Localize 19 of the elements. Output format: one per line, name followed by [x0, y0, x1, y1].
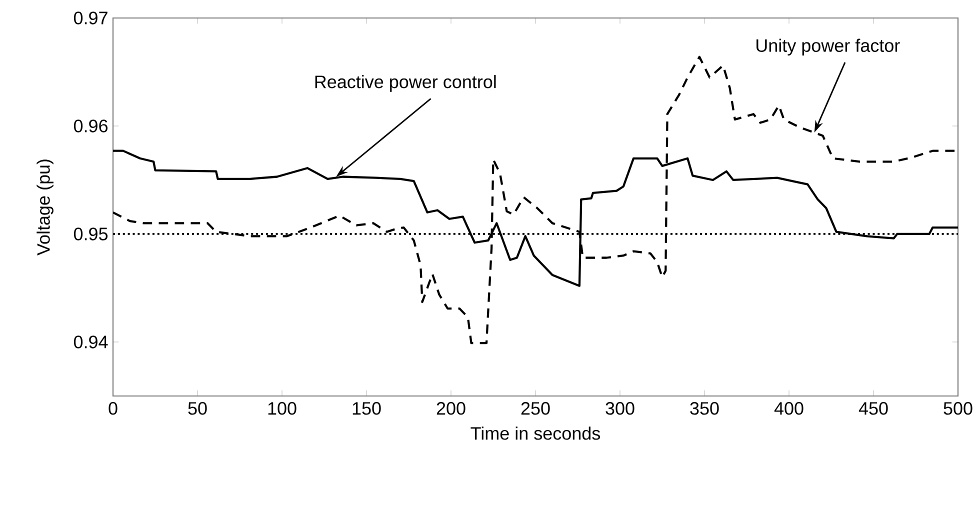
y-tick-label: 0.95 — [74, 228, 108, 240]
y-tick-label: 0.94 — [74, 336, 108, 348]
y-axis-title: Voltage (pu) — [36, 160, 54, 256]
annotation: Reactive power control — [315, 75, 496, 92]
x-tick-label: 450 — [858, 402, 888, 415]
x-tick-label: 200 — [436, 402, 466, 415]
x-tick-label: 500 — [944, 402, 972, 415]
x-tick-label: 250 — [521, 402, 550, 415]
x-tick-label: 400 — [774, 402, 804, 415]
x-tick-label: 300 — [606, 402, 634, 415]
x-tick-label: 50 — [188, 402, 207, 415]
x-tick-label: 0 — [108, 402, 118, 415]
y-tick-label: 0.96 — [74, 120, 108, 132]
x-axis-title: Time in seconds — [470, 426, 600, 440]
annotation: Unity power factor — [756, 38, 900, 56]
y-tick-label: 0.97 — [74, 12, 108, 24]
x-tick-label: 100 — [268, 402, 296, 415]
x-tick-label: 150 — [352, 402, 381, 415]
x-tick-label: 350 — [690, 402, 719, 415]
